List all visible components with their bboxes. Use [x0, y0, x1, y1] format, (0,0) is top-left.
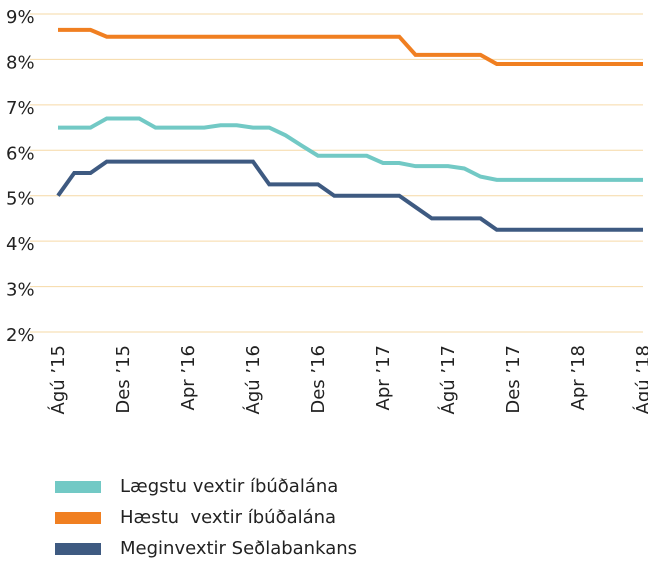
legend-label: Lægstu vextir íbúðalána — [120, 476, 338, 497]
x-tick-label: Des ’15 — [113, 345, 134, 414]
y-tick-label: 9% — [6, 7, 35, 28]
y-tick-label: 7% — [6, 98, 35, 119]
x-tick-label: Des ’16 — [308, 345, 329, 414]
x-tick-label: Ágú ’18 — [632, 345, 648, 415]
y-tick-label: 8% — [6, 52, 35, 73]
x-tick-label: Ágú ’17 — [437, 345, 459, 415]
legend-swatch — [55, 543, 101, 555]
x-tick-label: Ágú ’16 — [242, 345, 264, 415]
series-line — [56, 159, 643, 232]
y-tick-label: 6% — [6, 143, 35, 164]
x-tick-label: Apr ’18 — [568, 345, 589, 411]
x-tick-label: Ágú ’15 — [47, 345, 69, 415]
legend-swatch — [55, 512, 101, 524]
y-tick-label: 3% — [6, 280, 35, 301]
y-tick-label: 4% — [6, 234, 35, 255]
legend-label: Meginvextir Seðlabankans — [120, 538, 357, 559]
legend-label: Hæstu vextir íbúðalána — [120, 507, 336, 528]
series-line — [58, 27, 643, 66]
y-tick-label: 2% — [6, 325, 35, 346]
legend-swatch — [55, 481, 101, 493]
x-tick-label: Apr ’17 — [373, 345, 394, 411]
series-line — [58, 116, 643, 182]
x-tick-label: Apr ’16 — [178, 345, 199, 411]
x-tick-label: Des ’17 — [503, 345, 524, 414]
y-tick-label: 5% — [6, 189, 35, 210]
